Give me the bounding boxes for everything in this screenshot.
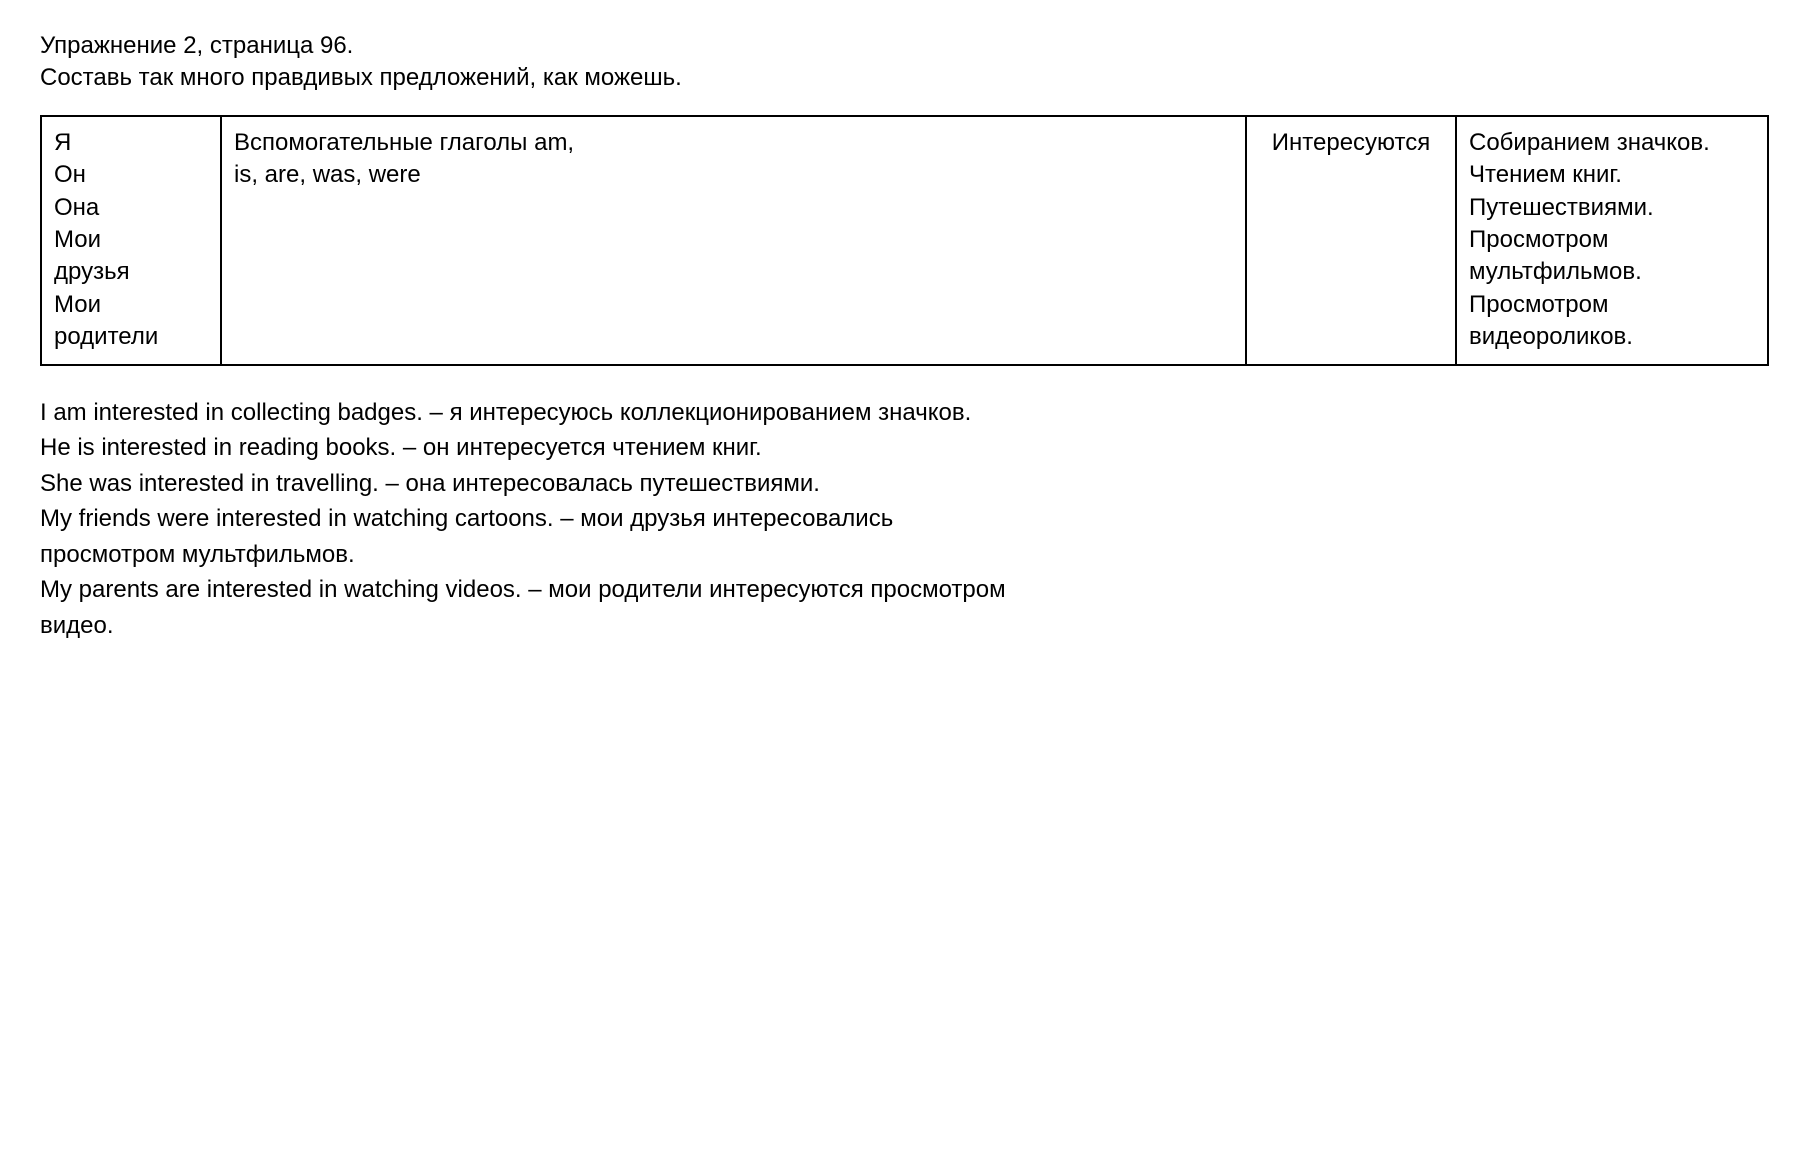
table-col-objects: Собиранием значков. Чтением книг. Путеше… bbox=[1457, 117, 1767, 364]
exercise-header: Упражнение 2, страница 96. Составь так м… bbox=[40, 30, 1769, 95]
sentence: She was interested in travelling. – она … bbox=[40, 467, 1769, 501]
sentence: He is interested in reading books. – он … bbox=[40, 431, 1769, 465]
cell-text: Чтением книг. bbox=[1469, 159, 1755, 191]
exercise-instruction: Составь так много правдивых предложений,… bbox=[40, 62, 1769, 94]
cell-text: Он bbox=[54, 159, 208, 191]
table-col-subjects: Я Он Она Мои друзья Мои родители bbox=[42, 117, 222, 364]
cell-text: Интересуются bbox=[1259, 127, 1443, 159]
cell-text: Просмотром bbox=[1469, 224, 1755, 256]
exercise-title: Упражнение 2, страница 96. bbox=[40, 30, 1769, 62]
cell-text: видеороликов. bbox=[1469, 321, 1755, 353]
sentence: My friends were interested in watching c… bbox=[40, 502, 1769, 536]
grammar-table: Я Он Она Мои друзья Мои родители Вспомог… bbox=[40, 115, 1769, 366]
sentence: I am interested in collecting badges. – … bbox=[40, 396, 1769, 430]
sentence: видео. bbox=[40, 609, 1769, 643]
sentence: просмотром мультфильмов. bbox=[40, 538, 1769, 572]
cell-text: родители bbox=[54, 321, 208, 353]
cell-text: Мои bbox=[54, 224, 208, 256]
cell-text: Вспомогательные глаголы am, bbox=[234, 127, 1233, 159]
table-col-verbs: Вспомогательные глаголы am, is, are, was… bbox=[222, 117, 1247, 364]
cell-text: Просмотром bbox=[1469, 289, 1755, 321]
cell-text: Собиранием значков. bbox=[1469, 127, 1755, 159]
cell-text: is, are, was, were bbox=[234, 159, 1233, 191]
table-col-interest: Интересуются bbox=[1247, 117, 1457, 364]
cell-text: Путешествиями. bbox=[1469, 192, 1755, 224]
cell-text: мультфильмов. bbox=[1469, 256, 1755, 288]
cell-text: Я bbox=[54, 127, 208, 159]
cell-text: Мои bbox=[54, 289, 208, 321]
example-sentences: I am interested in collecting badges. – … bbox=[40, 396, 1769, 643]
cell-text: Она bbox=[54, 192, 208, 224]
sentence: My parents are interested in watching vi… bbox=[40, 573, 1769, 607]
cell-text: друзья bbox=[54, 256, 208, 288]
